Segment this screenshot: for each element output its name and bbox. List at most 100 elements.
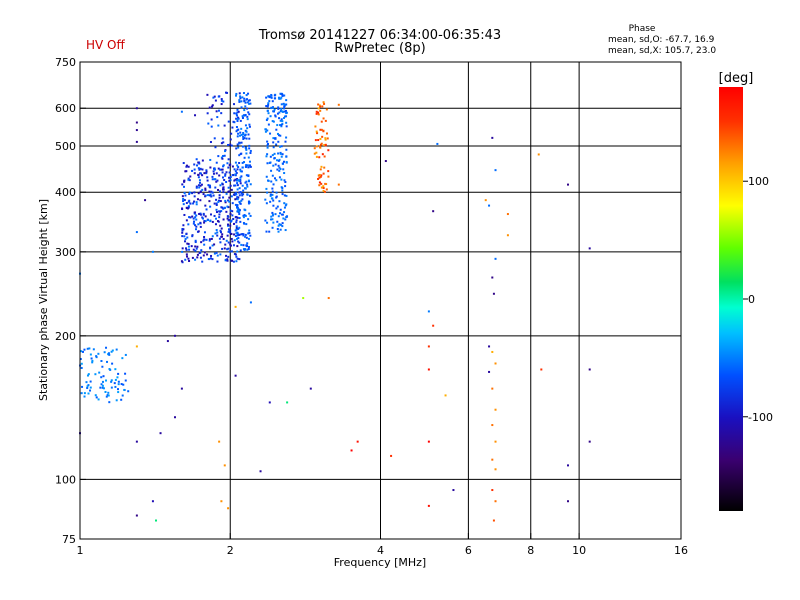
data-point bbox=[324, 137, 327, 140]
data-point bbox=[240, 175, 243, 178]
data-point bbox=[285, 155, 288, 158]
data-point bbox=[243, 156, 246, 159]
data-point bbox=[94, 394, 97, 397]
data-point bbox=[229, 244, 232, 247]
data-point bbox=[224, 174, 227, 177]
chart-title: Tromsø 20141227 06:34:00-06:35:43 bbox=[258, 28, 501, 43]
data-point bbox=[280, 155, 283, 158]
data-point bbox=[217, 167, 220, 170]
data-point bbox=[319, 128, 322, 131]
data-point bbox=[238, 92, 241, 95]
data-point bbox=[223, 154, 226, 157]
data-point bbox=[182, 200, 185, 203]
data-point bbox=[100, 376, 103, 379]
data-point bbox=[248, 229, 251, 232]
data-point bbox=[236, 114, 239, 117]
data-point bbox=[226, 258, 229, 261]
data-point bbox=[215, 217, 218, 220]
data-point bbox=[285, 136, 288, 139]
y-tick-label: 500 bbox=[55, 140, 76, 153]
data-point bbox=[217, 124, 220, 127]
data-point bbox=[488, 345, 491, 348]
data-point bbox=[207, 219, 210, 222]
data-point bbox=[239, 170, 242, 173]
data-point bbox=[265, 155, 268, 158]
data-point bbox=[241, 161, 244, 164]
data-point bbox=[193, 212, 196, 215]
data-point bbox=[227, 158, 230, 161]
data-point bbox=[205, 169, 208, 172]
data-point bbox=[227, 186, 230, 189]
data-point bbox=[233, 184, 236, 187]
data-point bbox=[452, 489, 455, 492]
data-point bbox=[219, 168, 222, 171]
data-point bbox=[212, 194, 215, 197]
data-point bbox=[245, 152, 248, 155]
data-point bbox=[241, 115, 244, 118]
data-point bbox=[246, 115, 249, 118]
colorbar bbox=[719, 87, 743, 511]
data-point bbox=[315, 155, 318, 158]
data-point bbox=[216, 231, 219, 234]
x-tick-label: 16 bbox=[674, 544, 688, 557]
data-point bbox=[208, 200, 211, 203]
data-point bbox=[491, 350, 494, 353]
data-point bbox=[322, 117, 325, 120]
data-point bbox=[315, 151, 318, 154]
data-point bbox=[240, 199, 243, 202]
data-point bbox=[108, 353, 111, 356]
data-point bbox=[194, 241, 197, 244]
data-point bbox=[224, 173, 227, 176]
data-point bbox=[192, 202, 195, 205]
data-point bbox=[285, 103, 288, 106]
data-point bbox=[218, 174, 221, 177]
data-point bbox=[427, 440, 430, 443]
data-point bbox=[283, 211, 286, 214]
data-point bbox=[204, 188, 207, 191]
data-point bbox=[281, 213, 284, 216]
data-point bbox=[196, 253, 199, 256]
data-point bbox=[197, 223, 200, 226]
data-point bbox=[384, 160, 387, 163]
data-point bbox=[224, 259, 227, 262]
data-point bbox=[491, 136, 494, 139]
data-point bbox=[309, 387, 312, 390]
data-point bbox=[247, 246, 250, 249]
data-points bbox=[79, 91, 591, 522]
data-point bbox=[273, 177, 276, 180]
data-point bbox=[237, 240, 240, 243]
data-point bbox=[228, 228, 231, 231]
data-point bbox=[227, 219, 230, 222]
data-point bbox=[236, 257, 239, 260]
data-point bbox=[427, 310, 430, 313]
data-point bbox=[238, 226, 241, 229]
data-point bbox=[227, 224, 230, 227]
data-point bbox=[271, 226, 274, 229]
data-point bbox=[506, 213, 509, 216]
data-point bbox=[266, 117, 269, 120]
data-point bbox=[246, 101, 249, 104]
data-point bbox=[239, 202, 242, 205]
data-point bbox=[248, 160, 251, 163]
data-point bbox=[274, 213, 277, 216]
data-point bbox=[278, 166, 281, 169]
data-point bbox=[83, 348, 86, 351]
data-point bbox=[194, 258, 197, 261]
data-point bbox=[277, 106, 280, 109]
data-point bbox=[236, 111, 239, 114]
data-point bbox=[194, 211, 197, 214]
data-point bbox=[215, 198, 218, 201]
data-point bbox=[217, 199, 220, 202]
data-point bbox=[283, 104, 286, 107]
data-point bbox=[322, 187, 325, 190]
data-point bbox=[236, 210, 239, 213]
data-point bbox=[240, 133, 243, 136]
data-point bbox=[201, 188, 204, 191]
data-point bbox=[272, 164, 275, 167]
y-tick-label: 600 bbox=[55, 102, 76, 115]
data-point bbox=[234, 161, 237, 164]
data-point bbox=[484, 199, 487, 202]
data-point bbox=[220, 227, 223, 230]
data-point bbox=[214, 99, 217, 102]
data-point bbox=[235, 126, 238, 129]
